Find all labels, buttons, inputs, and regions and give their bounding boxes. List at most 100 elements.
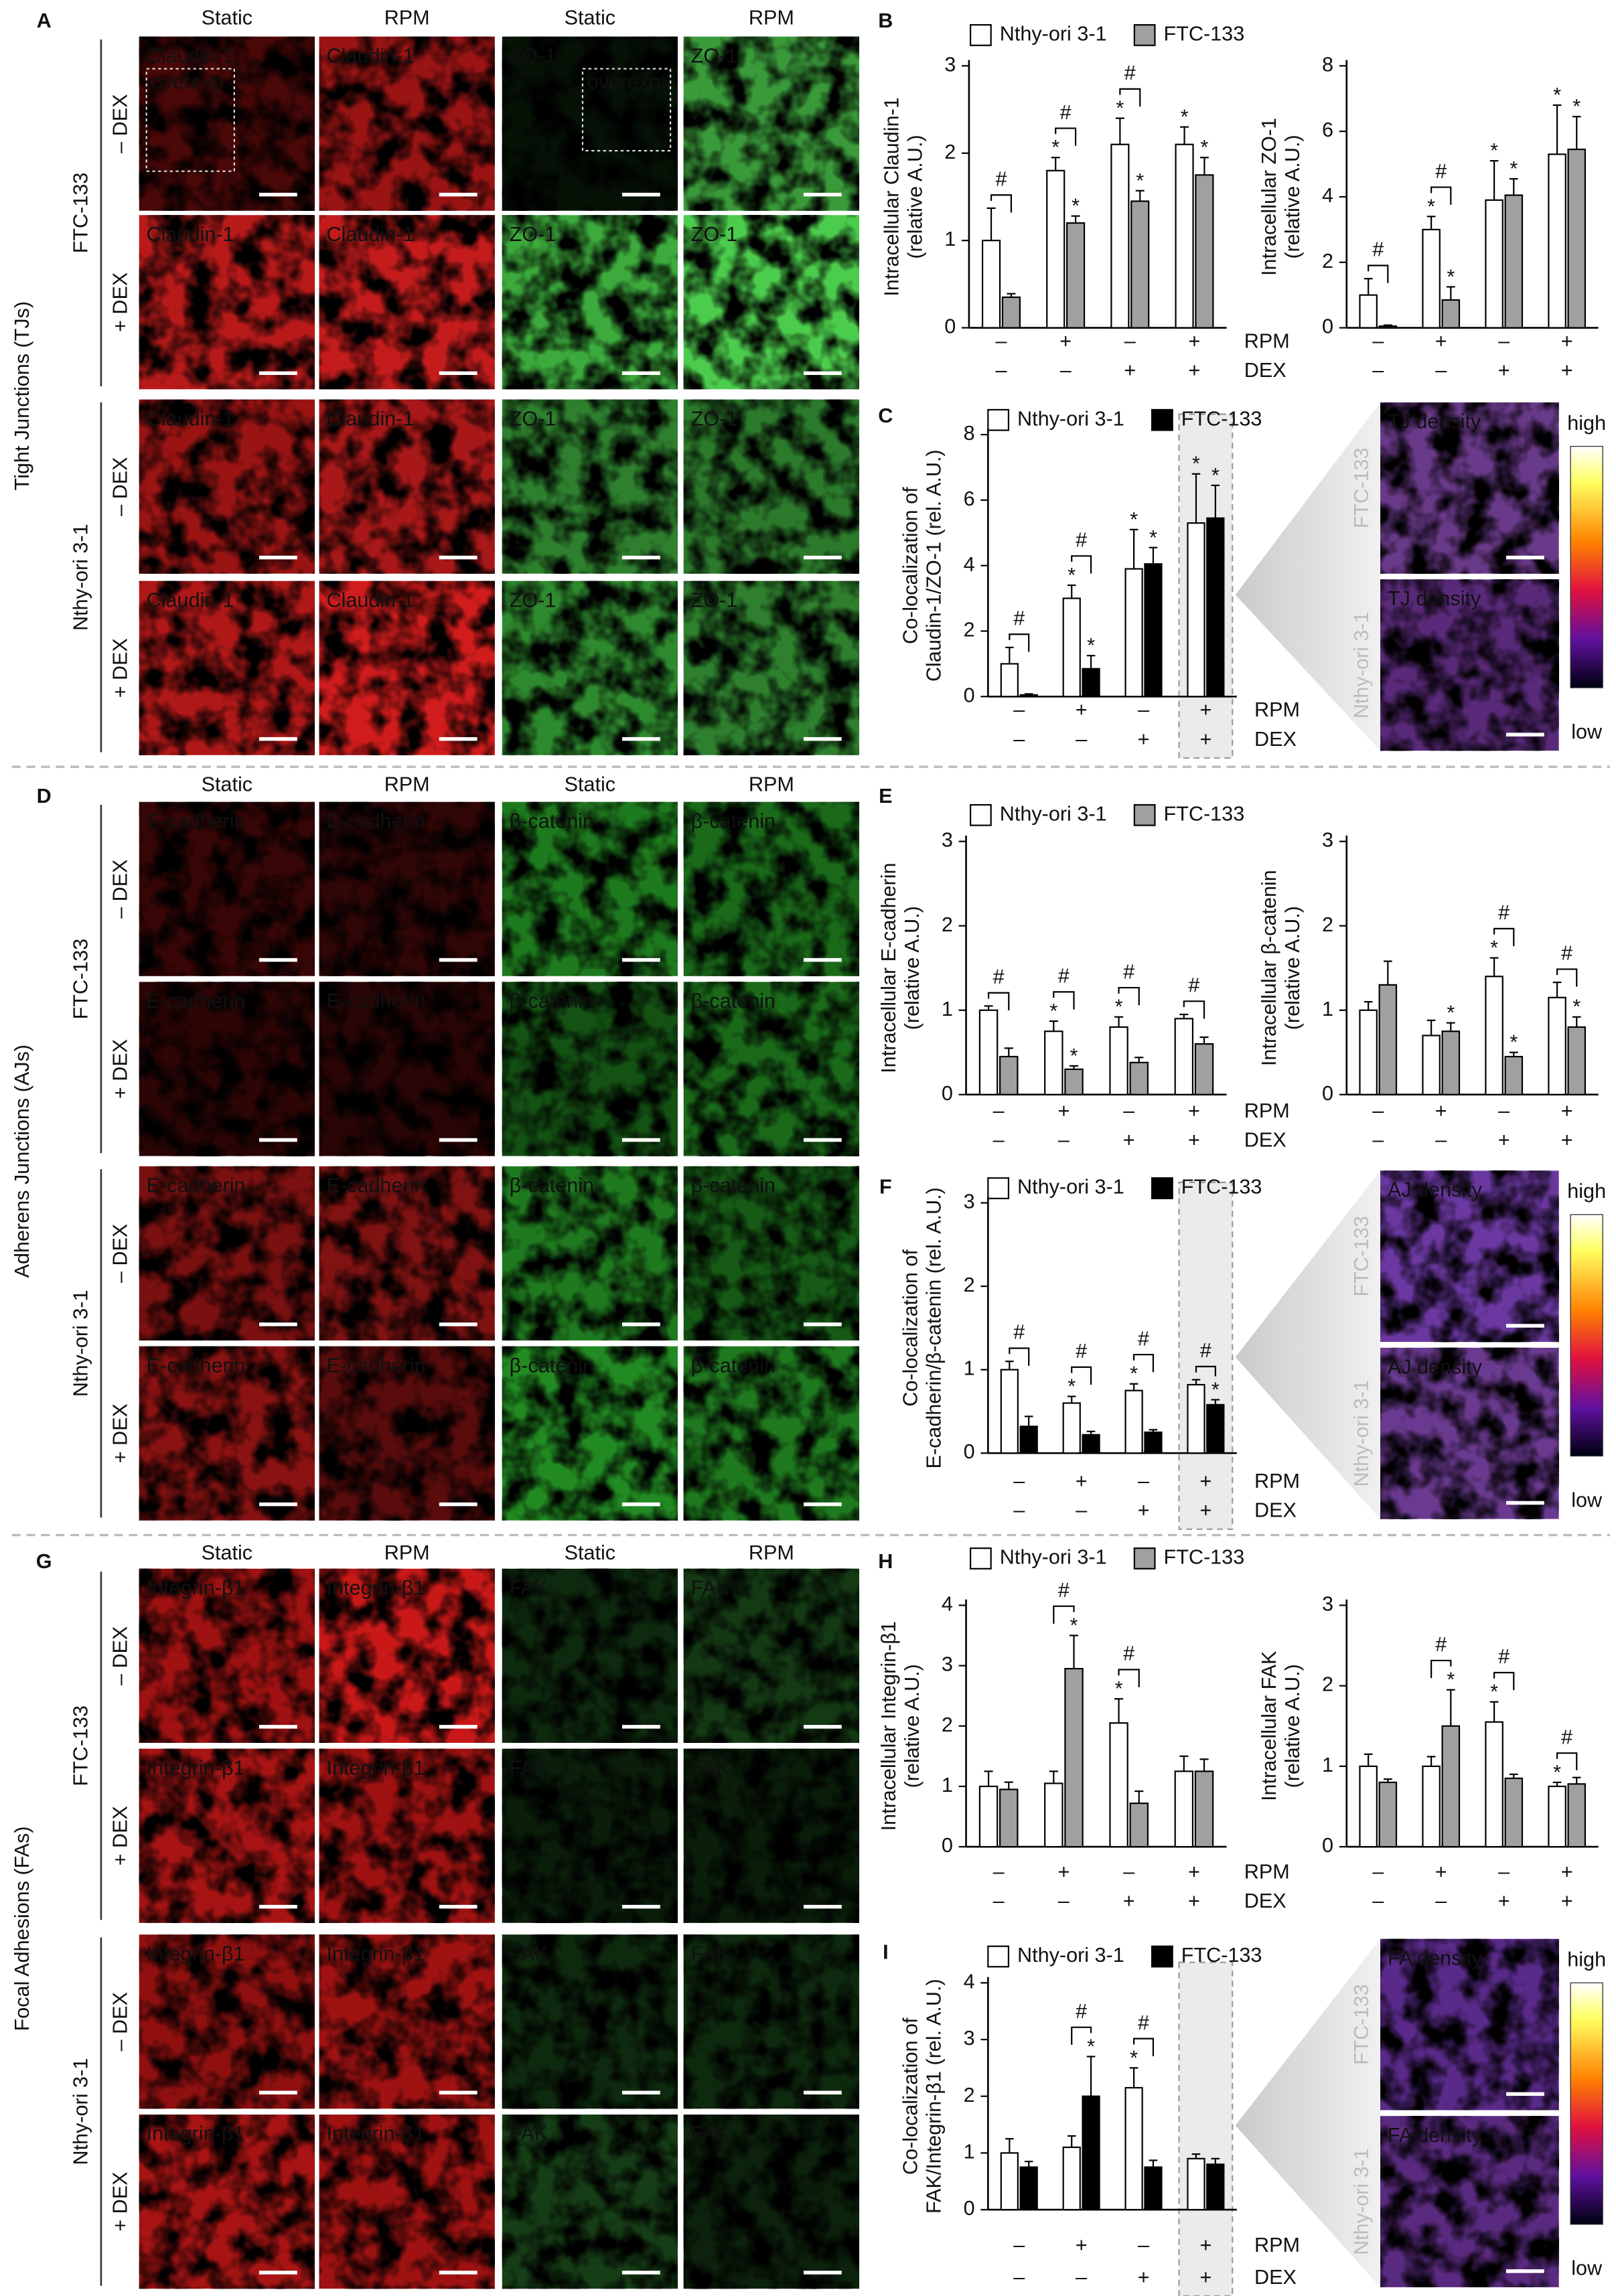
x-row-name: DEX	[1244, 1129, 1287, 1152]
group-label: FTC-133	[70, 939, 92, 1020]
legend-label: Nthy-ori 3-1	[1000, 802, 1107, 825]
bar	[1187, 1383, 1205, 1454]
x-row-label: +	[1076, 1470, 1088, 1493]
bar	[1422, 1765, 1441, 1848]
stain-label: Integrin-β1	[147, 1756, 245, 1779]
section-title: Tight Junctions (TJs)	[11, 301, 33, 491]
bar	[1485, 976, 1503, 1095]
legend-label: FTC-133	[1181, 1944, 1262, 1967]
y-tick-label: 0	[942, 1834, 953, 1857]
bracket-label: #	[1435, 160, 1447, 183]
x-row-name: RPM	[1254, 698, 1300, 721]
y-tick-label: 2	[964, 2084, 975, 2107]
column-header: RPM	[749, 773, 794, 796]
stain-label: ZO-1	[510, 589, 557, 611]
column-header: Static	[202, 773, 252, 796]
bar	[1548, 996, 1566, 1095]
legend-swatch	[969, 24, 992, 46]
bar	[1504, 194, 1524, 329]
density-title: FA density	[1388, 2124, 1483, 2147]
y-tick-label: 0	[1322, 1082, 1333, 1105]
panel-letter: I	[883, 1941, 889, 1964]
micrograph-texture	[139, 1346, 315, 1521]
section-title: Adherens Junctions (AJs)	[11, 1045, 33, 1278]
bar	[1504, 1777, 1524, 1848]
x-row-label: –	[1076, 2266, 1087, 2289]
stain-label: FAK	[510, 1756, 548, 1779]
column-header: Static	[565, 6, 615, 29]
stain-label: E-cadherin	[326, 810, 425, 832]
x-row-label: –	[1013, 698, 1025, 721]
bracket	[1133, 2038, 1155, 2056]
bracket-label: #	[1076, 529, 1087, 552]
legend-label: Nthy-ori 3-1	[1000, 1546, 1107, 1569]
y-tick-label: 3	[944, 53, 956, 76]
x-row-label: –	[1013, 2266, 1025, 2289]
bar	[1359, 1765, 1378, 1848]
colorbar	[1570, 1982, 1603, 2225]
y-tick-label: 2	[1322, 250, 1333, 273]
bar	[1441, 299, 1461, 329]
micrograph-texture	[502, 399, 678, 574]
panel-letter: H	[878, 1550, 893, 1573]
legend-label: FTC-133	[1181, 1176, 1262, 1199]
bar	[1109, 1722, 1128, 1848]
panel-letter: F	[879, 1176, 892, 1199]
significance-star: *	[1087, 2035, 1095, 2058]
bar	[1000, 663, 1019, 698]
micrograph-texture	[319, 1934, 495, 2109]
y-tick-label: 2	[1322, 1673, 1333, 1696]
stain-label: ZO-1	[510, 407, 557, 430]
bracket-label: #	[1498, 1645, 1510, 1668]
bar	[1000, 2152, 1019, 2211]
bar	[1001, 296, 1021, 329]
significance-star: *	[1192, 453, 1200, 475]
micrograph-texture	[319, 215, 495, 390]
y-axis-label: Intracellular E-cadherin	[877, 862, 900, 1073]
x-row-label: –	[1058, 1890, 1070, 1912]
legend-label: Nthy-ori 3-1	[1017, 407, 1124, 430]
micrograph-texture	[139, 982, 315, 1156]
micrograph-texture	[319, 1748, 495, 1923]
x-row-label: –	[1013, 1499, 1025, 1522]
x-row-label: –	[1123, 1860, 1134, 1883]
x-row-label: +	[1199, 2234, 1211, 2256]
x-row-label: –	[993, 1129, 1005, 1152]
stain-label: β-catenin	[510, 990, 594, 1012]
micrograph-texture	[683, 982, 859, 1156]
stain-label: FAK	[691, 1942, 730, 1965]
legend-label: Nthy-ori 3-1	[1017, 1944, 1124, 1967]
x-row-label: –	[1435, 1890, 1447, 1912]
significance-star: *	[1130, 2046, 1138, 2069]
x-row-label: –	[1435, 1129, 1447, 1152]
bracket-label: #	[1498, 901, 1510, 924]
colorbar-high: high	[1567, 1948, 1606, 1971]
bracket	[1430, 186, 1452, 205]
micrograph-texture	[139, 1934, 315, 2109]
x-row-label: +	[1561, 1890, 1573, 1912]
bracket-label: #	[993, 966, 1005, 988]
stain-label: β-catenin	[510, 810, 594, 832]
bracket-label: #	[1058, 965, 1070, 988]
stain-label: Claudin-1	[147, 407, 234, 430]
legend-swatch	[987, 1945, 1010, 1968]
density-title: TJ density	[1388, 587, 1481, 610]
y-tick-label: 6	[1322, 119, 1333, 141]
legend-swatch	[969, 1547, 992, 1570]
x-row-label: +	[1057, 1860, 1070, 1883]
x-row-label: –	[1124, 329, 1136, 352]
significance-star: *	[1181, 106, 1189, 129]
density-texture	[1380, 579, 1559, 751]
micrograph-texture	[683, 801, 859, 976]
stain-label: Claudin-1	[326, 589, 414, 611]
y-tick-label: 1	[1322, 998, 1333, 1020]
x-row-name: RPM	[1244, 1860, 1290, 1883]
inset-box	[581, 68, 672, 152]
y-tick-label: 1	[942, 1774, 953, 1796]
bar	[1359, 1009, 1378, 1095]
stain-label: Integrin-β1	[326, 1576, 425, 1599]
micrograph-texture	[502, 1748, 678, 1923]
x-row-label: +	[1561, 1099, 1573, 1122]
significance-star: *	[1553, 84, 1561, 106]
stain-label: β-catenin	[691, 990, 776, 1012]
